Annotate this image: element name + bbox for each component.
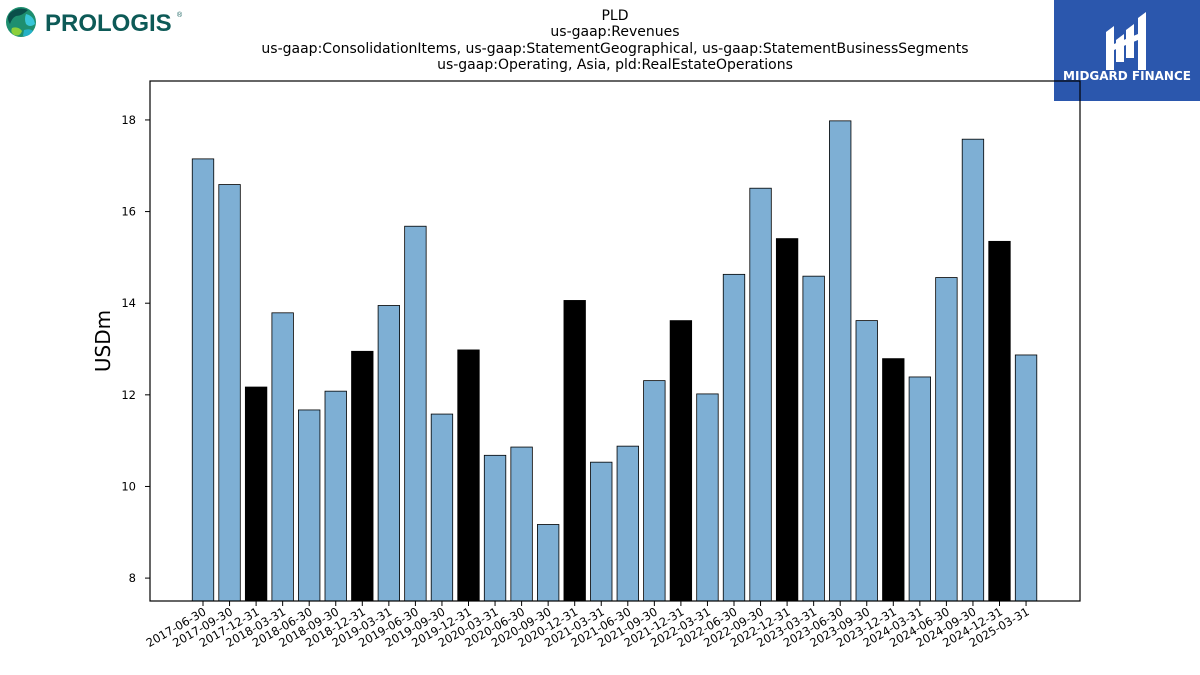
bar-2023-09-30 [855, 320, 878, 602]
chart-subtitle-axes: us-gaap:ConsolidationItems, us-gaap:Stat… [261, 40, 969, 57]
bar-2021-06-30 [616, 445, 639, 602]
bar-2023-12-31 [882, 358, 905, 602]
chart-title: PLD [601, 8, 629, 24]
chart-title-block: PLD us-gaap:Revenues us-gaap:Consolidati… [150, 8, 1080, 73]
bar-2024-03-31 [908, 376, 931, 602]
bar-2022-09-30 [749, 187, 772, 602]
bar-2022-12-31 [775, 238, 799, 602]
bar-2021-03-31 [590, 461, 613, 602]
chart-subtitle-concept: us-gaap:Revenues [550, 24, 680, 41]
bar-2020-12-31 [563, 300, 586, 602]
midgard-monogram-icon [1106, 12, 1146, 70]
bar-2025-03-31 [1014, 354, 1038, 602]
bar-2023-06-30 [829, 120, 852, 602]
bar-2022-06-30 [722, 273, 746, 602]
bar-2019-12-31 [457, 349, 480, 602]
bar-2018-09-30 [324, 390, 347, 602]
midgard-logo-text: MIDGARD FINANCE [1063, 69, 1191, 83]
bar-2018-06-30 [298, 409, 321, 602]
y-tick-label-8: 8 [129, 571, 136, 585]
bar-2017-06-30 [191, 158, 215, 602]
bar-2020-06-30 [510, 446, 533, 602]
bar-2018-03-31 [271, 312, 294, 602]
prologis-logo-reg: ® [177, 11, 183, 19]
bar-2020-09-30 [537, 524, 560, 602]
y-tick-label-14: 14 [121, 296, 136, 310]
bar-2017-12-31 [244, 386, 268, 602]
chart-subtitle-members: us-gaap:Operating, Asia, pld:RealEstateO… [437, 56, 793, 73]
prologis-globe-icon [6, 7, 36, 37]
bar-2022-03-31 [696, 393, 719, 602]
prologis-logo: PROLOGIS ® [6, 7, 183, 37]
bar-2019-03-31 [377, 305, 401, 602]
midgard-finance-logo: MIDGARD FINANCE [1054, 0, 1200, 101]
bar-2019-06-30 [404, 225, 427, 602]
prologis-logo-text: PROLOGIS [45, 10, 172, 37]
bar-2023-03-31 [802, 275, 825, 602]
bar-2018-12-31 [351, 350, 374, 602]
bar-2024-09-30 [961, 138, 985, 602]
bar-2020-03-31 [483, 454, 507, 602]
bar-2021-09-30 [643, 380, 666, 602]
bar-2024-12-31 [988, 240, 1011, 602]
y-tick-label-18: 18 [121, 113, 136, 127]
bar-2021-12-31 [669, 320, 693, 602]
y-axis-label: USDm [91, 310, 115, 372]
bar-2017-09-30 [218, 184, 241, 602]
plot-area-frame [149, 80, 1081, 602]
y-tick-label-16: 16 [121, 205, 136, 219]
y-tick-label-12: 12 [121, 388, 136, 402]
y-tick-label-10: 10 [121, 479, 136, 493]
bar-2024-06-30 [935, 277, 958, 602]
bar-2019-09-30 [430, 413, 454, 602]
